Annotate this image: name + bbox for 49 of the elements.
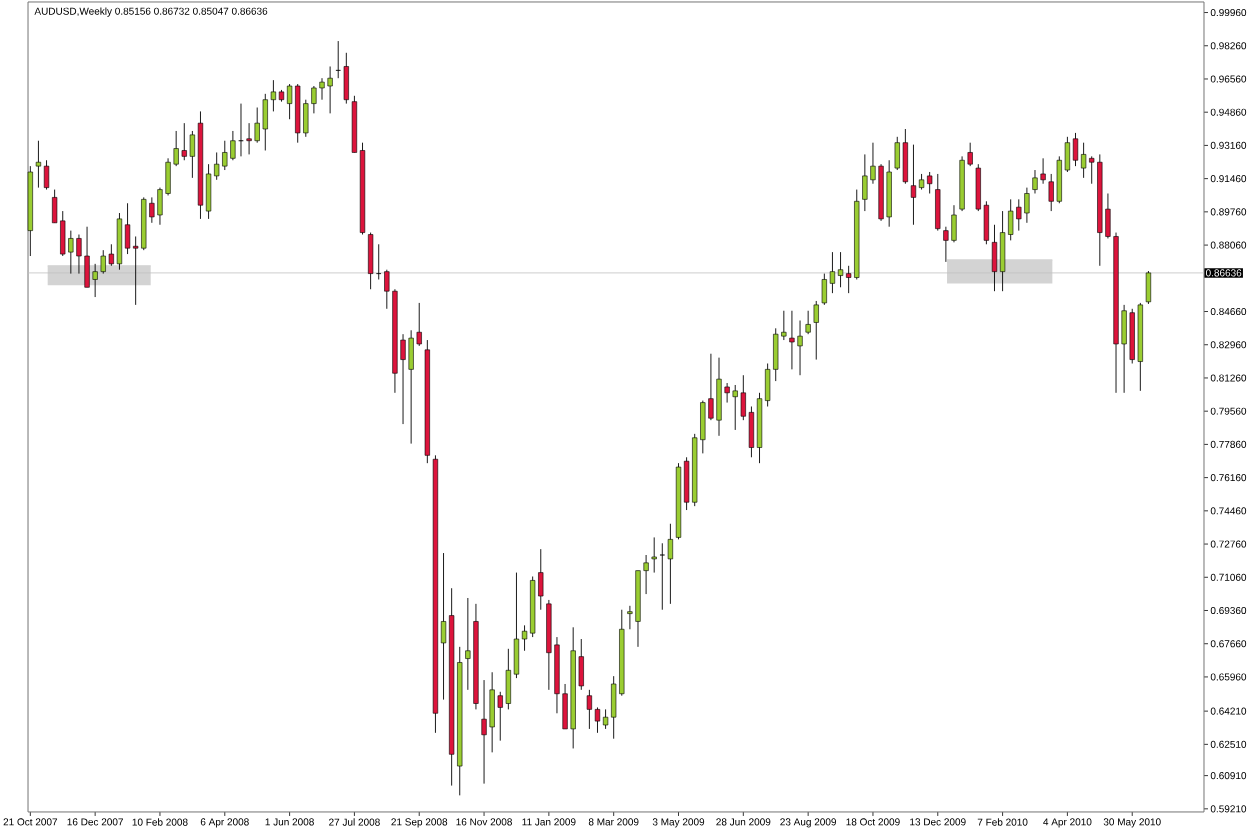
candlestick [935,173,941,232]
candlestick [481,679,487,785]
candlestick [659,542,665,611]
candlestick [295,83,301,144]
candlestick [116,212,123,271]
candlestick [1145,270,1152,305]
candlestick [789,310,795,370]
candlestick [821,273,827,306]
candlestick [805,310,811,335]
candlestick [1129,308,1135,364]
candlestick [100,249,106,275]
candlestick [254,107,260,144]
candlestick [927,171,933,194]
candlestick [262,93,268,151]
candlestick [902,128,908,185]
candlestick [667,523,674,605]
candlestick [222,140,228,171]
candlestick [319,77,325,101]
candlestick [732,384,738,431]
candlestick [1040,157,1046,185]
candlestick [1032,169,1038,194]
candlestick [716,357,722,437]
candlestick [813,300,819,361]
candlestick [327,66,333,114]
candlestick [246,122,252,155]
candlestick [230,130,236,161]
candlestick [1081,142,1087,179]
candlestick [408,329,414,445]
candlestick [837,251,844,288]
candlestick [343,52,349,105]
candlestick [43,159,50,191]
candlestick [181,122,187,161]
candlestick [1072,132,1079,167]
candlestick [651,536,657,574]
candlestick [1024,187,1030,224]
candlestick [797,320,803,376]
candlestick [84,226,90,288]
candlestick [92,263,98,298]
candlestick [910,144,917,226]
candlestick [886,159,892,228]
candlestick [991,224,998,292]
candlestick [489,671,495,753]
candlestick [586,689,592,730]
candlestick [1016,198,1022,232]
candlestick [368,232,374,290]
candlestick [951,204,957,243]
candlestick [35,140,42,189]
candlestick [862,153,868,212]
candlestick [999,210,1006,292]
